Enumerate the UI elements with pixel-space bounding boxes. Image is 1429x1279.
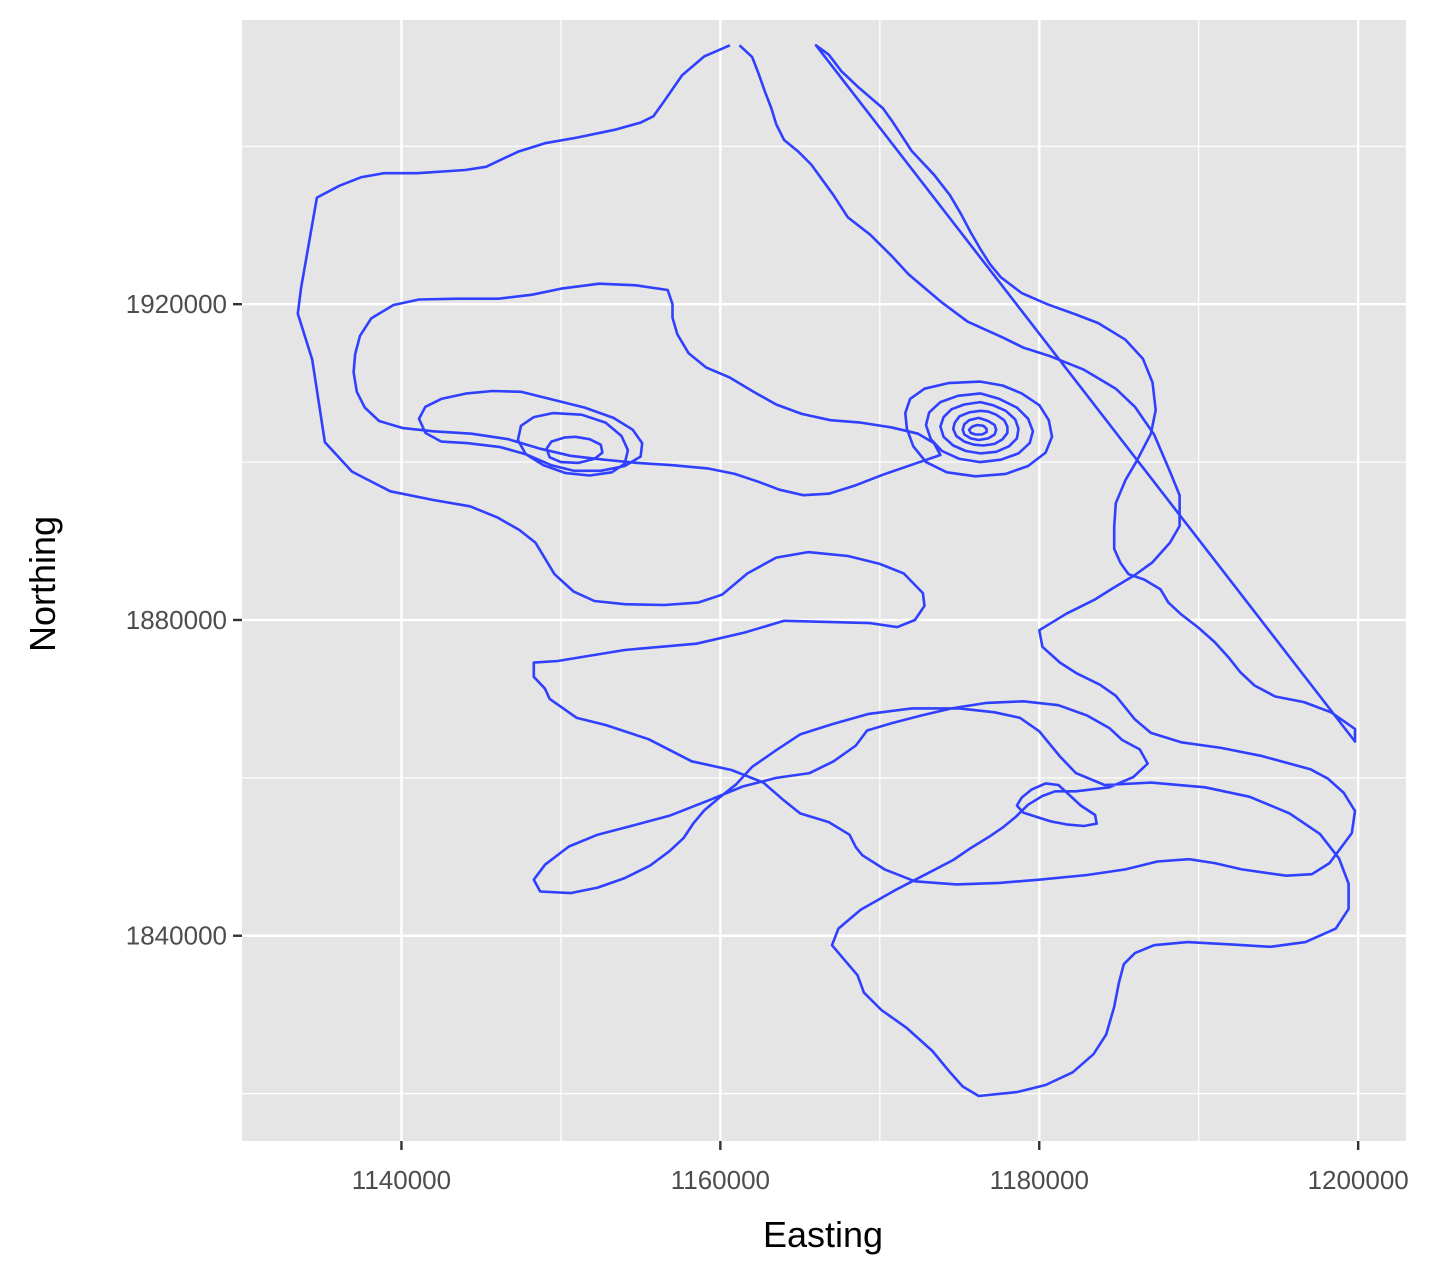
contour-outer-south bbox=[532, 700, 1350, 1098]
contour-peak-e-5 bbox=[961, 416, 998, 442]
x-tick-label: 1180000 bbox=[990, 1165, 1089, 1195]
minor-gridlines bbox=[242, 20, 1406, 1141]
contour-ring-s-inner bbox=[1015, 782, 1098, 828]
contour-peak-e-3 bbox=[939, 400, 1020, 455]
contour-peak-e-2 bbox=[924, 392, 1035, 464]
y-tick-label: 1840000 bbox=[126, 921, 227, 951]
y-tick-label: 1880000 bbox=[126, 605, 227, 635]
plot-panel bbox=[242, 20, 1406, 1141]
x-tick-label: 1160000 bbox=[671, 1165, 770, 1195]
contour-west-ring-1 bbox=[814, 44, 1357, 743]
contour-peak-e-1 bbox=[904, 380, 1054, 478]
y-axis-title: Northing bbox=[22, 516, 63, 652]
contour-ring-w1 bbox=[352, 282, 942, 497]
x-tick-label: 1140000 bbox=[352, 1165, 451, 1195]
contour-outer-north bbox=[296, 44, 1357, 886]
contour-ring-w4 bbox=[545, 435, 604, 465]
major-gridlines bbox=[242, 20, 1406, 1141]
x-tick-label: 1200000 bbox=[1308, 1165, 1409, 1195]
x-axis-ticks: 1140000 1160000 1180000 1200000 bbox=[352, 1141, 1409, 1195]
contour-peak-e-4 bbox=[951, 409, 1009, 447]
contour-peak-e-6 bbox=[967, 423, 988, 436]
y-tick-label: 1920000 bbox=[126, 289, 227, 319]
y-axis-ticks: 1840000 1880000 1920000 bbox=[126, 289, 242, 951]
contour-ring-w2 bbox=[417, 389, 644, 473]
contour-ring-w3 bbox=[516, 411, 630, 477]
contour-lines bbox=[296, 44, 1357, 1098]
x-axis-title: Easting bbox=[763, 1214, 883, 1255]
